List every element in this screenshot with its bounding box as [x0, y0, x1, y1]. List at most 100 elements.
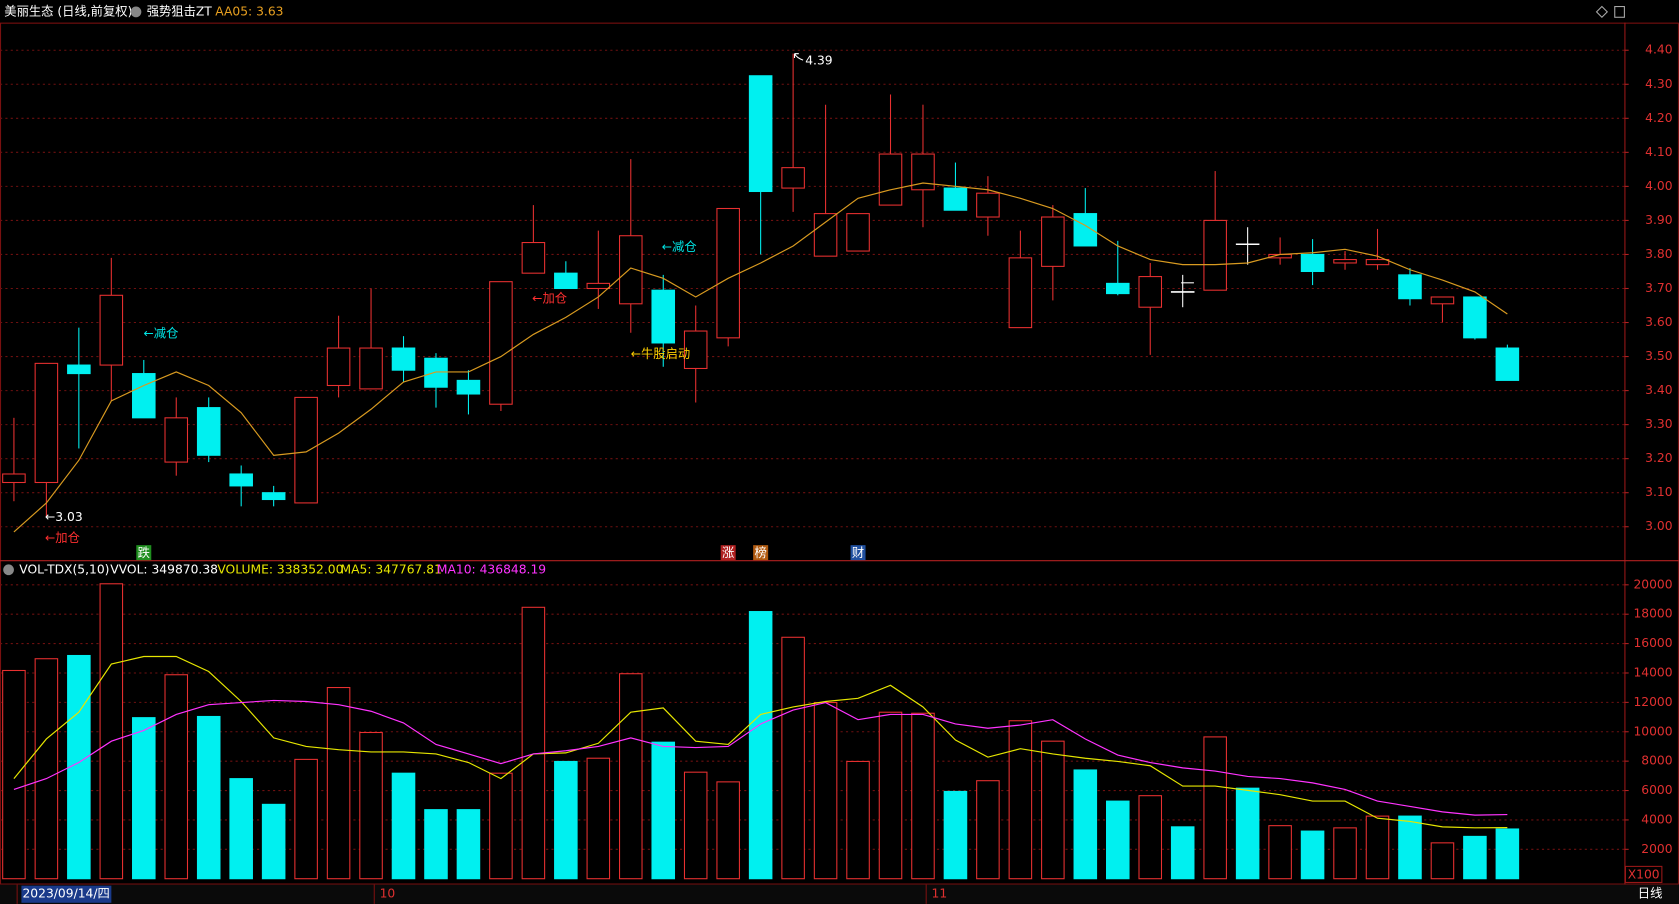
- candle-body: [586, 282, 611, 290]
- volume-bar: [229, 778, 253, 880]
- volume-bar: [359, 731, 383, 880]
- candle-body: [1105, 282, 1130, 295]
- volume-bar: [586, 757, 611, 880]
- volume-title: VOL-TDX(5,10): [19, 562, 109, 576]
- volume-bar: [1041, 740, 1065, 880]
- volume-bar: [34, 658, 59, 880]
- volume-bar: [813, 701, 838, 880]
- candle-body: [1365, 259, 1390, 266]
- volume-bar: [261, 803, 286, 880]
- annotation: ←减仓: [662, 240, 697, 254]
- volume-bar: [1463, 835, 1487, 880]
- y-tick-label: 4.00: [1645, 179, 1672, 193]
- candle-body: [878, 153, 903, 206]
- candle-body: [846, 213, 870, 252]
- candle-body: [1008, 257, 1033, 329]
- x-tick-label: 11: [932, 887, 948, 901]
- volume-bar: [683, 771, 708, 880]
- volume-bar: [1430, 842, 1455, 880]
- ma-line: [13, 655, 1508, 829]
- annotation: ←牛股启动: [631, 346, 691, 361]
- volume-bar: [1138, 795, 1163, 880]
- candle-body: [261, 492, 286, 501]
- volume-bar: [294, 758, 318, 880]
- y-tick-label: 4.10: [1645, 145, 1672, 159]
- indicator-value: AA05: 3.63: [215, 4, 283, 18]
- volume-bar: [943, 790, 968, 880]
- y-tick-label: 3.30: [1645, 417, 1672, 431]
- y-tick-label: 3.80: [1645, 247, 1672, 261]
- candle-body: [294, 396, 318, 504]
- volume-bar: [1495, 828, 1520, 880]
- volume-bar: [164, 674, 189, 880]
- y-tick-label: 3.00: [1645, 519, 1672, 533]
- volume-stat: MA10: 436848.19: [437, 562, 546, 576]
- y-tick-label: 3.40: [1645, 383, 1672, 397]
- y-tick-label: 3.90: [1645, 213, 1672, 227]
- volume-icon: [3, 564, 14, 576]
- indicator-icon: [130, 6, 142, 18]
- x-tick-label: 10: [380, 887, 396, 901]
- candle-body: [99, 294, 124, 366]
- event-flag: [720, 545, 736, 561]
- candle-body: [651, 289, 676, 344]
- y-tick-label: 4000: [1641, 812, 1672, 826]
- annotation: ←加仓: [532, 291, 567, 305]
- candle-body: [1041, 216, 1065, 267]
- candle-body: [164, 417, 189, 463]
- candle-body: [976, 192, 1000, 218]
- volume-bar: [846, 760, 870, 880]
- volume-bar: [1235, 787, 1260, 880]
- volume-bar: [2, 669, 26, 880]
- volume-bar: [878, 711, 903, 880]
- volume-bar: [326, 686, 351, 880]
- candle-body: [132, 373, 156, 419]
- unit-box: [1624, 865, 1663, 883]
- annotation-arrow: [793, 53, 804, 61]
- candle-body: [1463, 296, 1487, 339]
- volume-stat: VVOL: 349870.38: [110, 562, 218, 576]
- y-tick-label: 12000: [1633, 695, 1672, 709]
- event-flag-label: 涨: [722, 545, 734, 560]
- candle-body: [489, 281, 513, 405]
- volume-bar: [1008, 720, 1033, 880]
- y-tick-label: 8000: [1641, 754, 1672, 768]
- y-tick-label: 2000: [1641, 842, 1672, 856]
- volume-stat: VOLUME: 338352.00: [217, 562, 343, 576]
- volume-bar: [716, 781, 740, 880]
- candle-body: [1138, 276, 1163, 308]
- period-label[interactable]: 日线: [1638, 887, 1663, 901]
- volume-bar: [1398, 815, 1422, 880]
- annotation: ←3.03: [45, 510, 83, 524]
- candle-body: [424, 357, 448, 388]
- volume-bar: [456, 809, 481, 880]
- toolbar-icon[interactable]: [1595, 5, 1609, 19]
- candle-body: [229, 473, 253, 487]
- candle-body: [456, 379, 481, 395]
- y-tick-label: 16000: [1633, 636, 1672, 650]
- candle-body: [326, 347, 351, 387]
- unit-label: X100: [1628, 867, 1660, 881]
- candle-body: [1430, 296, 1455, 305]
- candle-body: [813, 213, 838, 257]
- candle-body: [781, 167, 805, 189]
- volume-bar: [911, 712, 935, 880]
- volume-bar: [196, 715, 221, 880]
- volume-bar: [521, 606, 546, 880]
- candle-body: [943, 187, 968, 211]
- volume-bar: [1268, 825, 1292, 880]
- volume-bar: [554, 760, 578, 880]
- y-tick-label: 4.30: [1645, 77, 1672, 91]
- y-tick-label: 3.10: [1645, 485, 1672, 499]
- event-flag-label: 跌: [138, 545, 150, 560]
- ma-line: [13, 699, 1508, 816]
- candle-body: [554, 272, 578, 290]
- annotation: ←减仓: [143, 327, 178, 341]
- y-tick-label: 20000: [1633, 577, 1672, 591]
- toolbar-icon[interactable]: [1614, 6, 1625, 18]
- y-tick-label: 3.50: [1645, 349, 1672, 363]
- volume-bar: [781, 636, 805, 880]
- y-tick-label: 4.20: [1645, 111, 1672, 125]
- candle-body: [911, 153, 935, 191]
